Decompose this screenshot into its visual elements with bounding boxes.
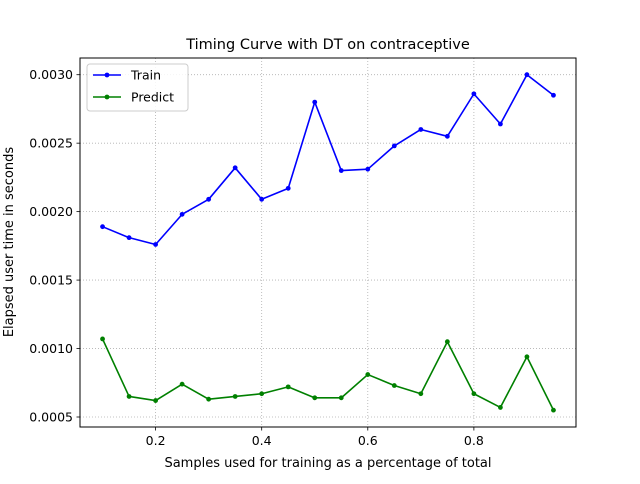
y-axis-label: Elapsed user time in seconds [2,147,17,338]
y-tick-label: 0.0005 [29,410,73,425]
data-point-predict [206,396,212,402]
data-point-train [126,235,132,241]
data-point-predict [338,395,344,401]
y-tick-label: 0.0020 [29,204,73,219]
data-point-predict [471,391,477,397]
data-point-train [259,196,265,202]
legend-label-predict: Predict [131,90,174,105]
data-point-train [338,168,344,173]
data-point-predict [100,336,105,342]
data-point-predict [444,339,450,345]
axis-ticks: 0.2 0.4 0.6 0.8 0.0005 0.0010 0.0015 0.0020 0.00… [29,67,484,448]
data-point-train [391,143,397,149]
data-point-predict [498,405,503,410]
data-point-predict [391,383,397,388]
x-tick-label: 0.2 [146,433,166,448]
legend-label-train: Train [130,68,161,83]
y-tick-label: 0.0030 [29,67,73,82]
data-point-train [444,133,450,139]
data-point-predict [312,395,318,401]
x-tick-label: 0.6 [358,433,378,448]
data-point-predict [232,394,238,399]
y-tick-label: 0.0025 [29,136,73,151]
data-point-train [365,166,371,172]
data-point-train [232,165,238,171]
series-line-predict [101,338,555,411]
x-tick-label: 0.4 [252,433,272,448]
data-point-predict [418,391,424,397]
data-point-predict [153,398,158,403]
data-point-train [100,224,105,230]
series-lines [100,72,556,413]
data-point-predict [365,372,371,377]
data-point-train [206,196,212,202]
data-point-train [418,127,424,132]
plot-frame [79,57,577,428]
data-point-train [285,185,291,191]
data-point-train [524,72,530,78]
data-point-train [179,211,185,217]
data-point-predict [285,384,291,390]
chart-title: Timing Curve with DT on contraceptive [185,37,470,53]
y-tick-label: 0.0010 [29,341,73,356]
legend-marker-predict [104,94,110,100]
data-point-predict [259,391,265,397]
data-point-predict [179,381,185,387]
data-point-train [153,242,158,247]
x-axis-label: Samples used for training as a percentag… [164,456,491,471]
y-tick-label: 0.0015 [29,273,73,288]
data-point-predict [551,407,556,413]
data-point-train [551,92,556,98]
chart-legend: Train Predict [86,63,189,112]
legend-marker-train [104,72,110,78]
series-line-train [102,73,554,246]
data-point-predict [126,394,132,399]
data-point-train [312,99,318,105]
data-point-predict [524,354,530,360]
data-point-train [471,91,477,97]
data-point-train [498,121,503,127]
x-tick-label: 0.8 [464,433,484,448]
